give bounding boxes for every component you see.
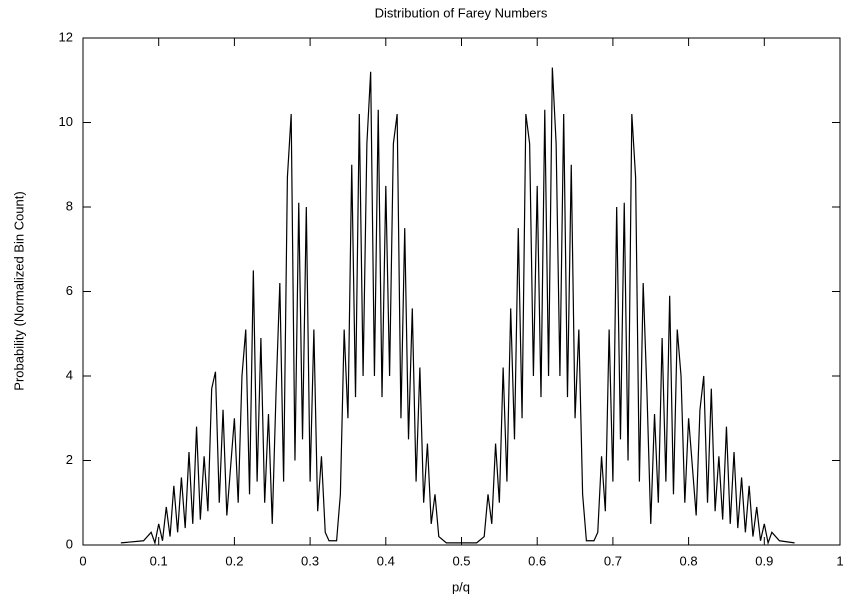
chart-title: Distribution of Farey Numbers: [375, 5, 548, 20]
y-tick-label: 0: [66, 536, 73, 551]
x-tick-label: 0.8: [680, 553, 698, 568]
x-tick-label: 0.9: [755, 553, 773, 568]
y-tick-label: 6: [66, 283, 73, 298]
data-line: [120, 67, 795, 546]
y-axis-label: Probability (Normalized Bin Count): [11, 191, 26, 390]
plot-frame: [82, 37, 841, 546]
y-tick-label: 10: [59, 114, 73, 129]
x-tick-label: 0: [79, 553, 86, 568]
x-tick-label: 0.5: [452, 553, 470, 568]
y-tick-label: 8: [66, 198, 73, 213]
x-tick-label: 0.2: [225, 553, 243, 568]
x-axis-label: p/q: [452, 579, 470, 594]
x-tick-label: 0.4: [377, 553, 395, 568]
x-tick-label: 0.7: [604, 553, 622, 568]
x-tick-label: 1: [836, 553, 843, 568]
x-tick-label: 0.3: [301, 553, 319, 568]
y-tick-label: 4: [66, 367, 73, 382]
y-tick-label: 2: [66, 452, 73, 467]
y-tick-label: 12: [59, 29, 73, 44]
x-tick-label: 0.1: [150, 553, 168, 568]
x-tick-label: 0.6: [528, 553, 546, 568]
